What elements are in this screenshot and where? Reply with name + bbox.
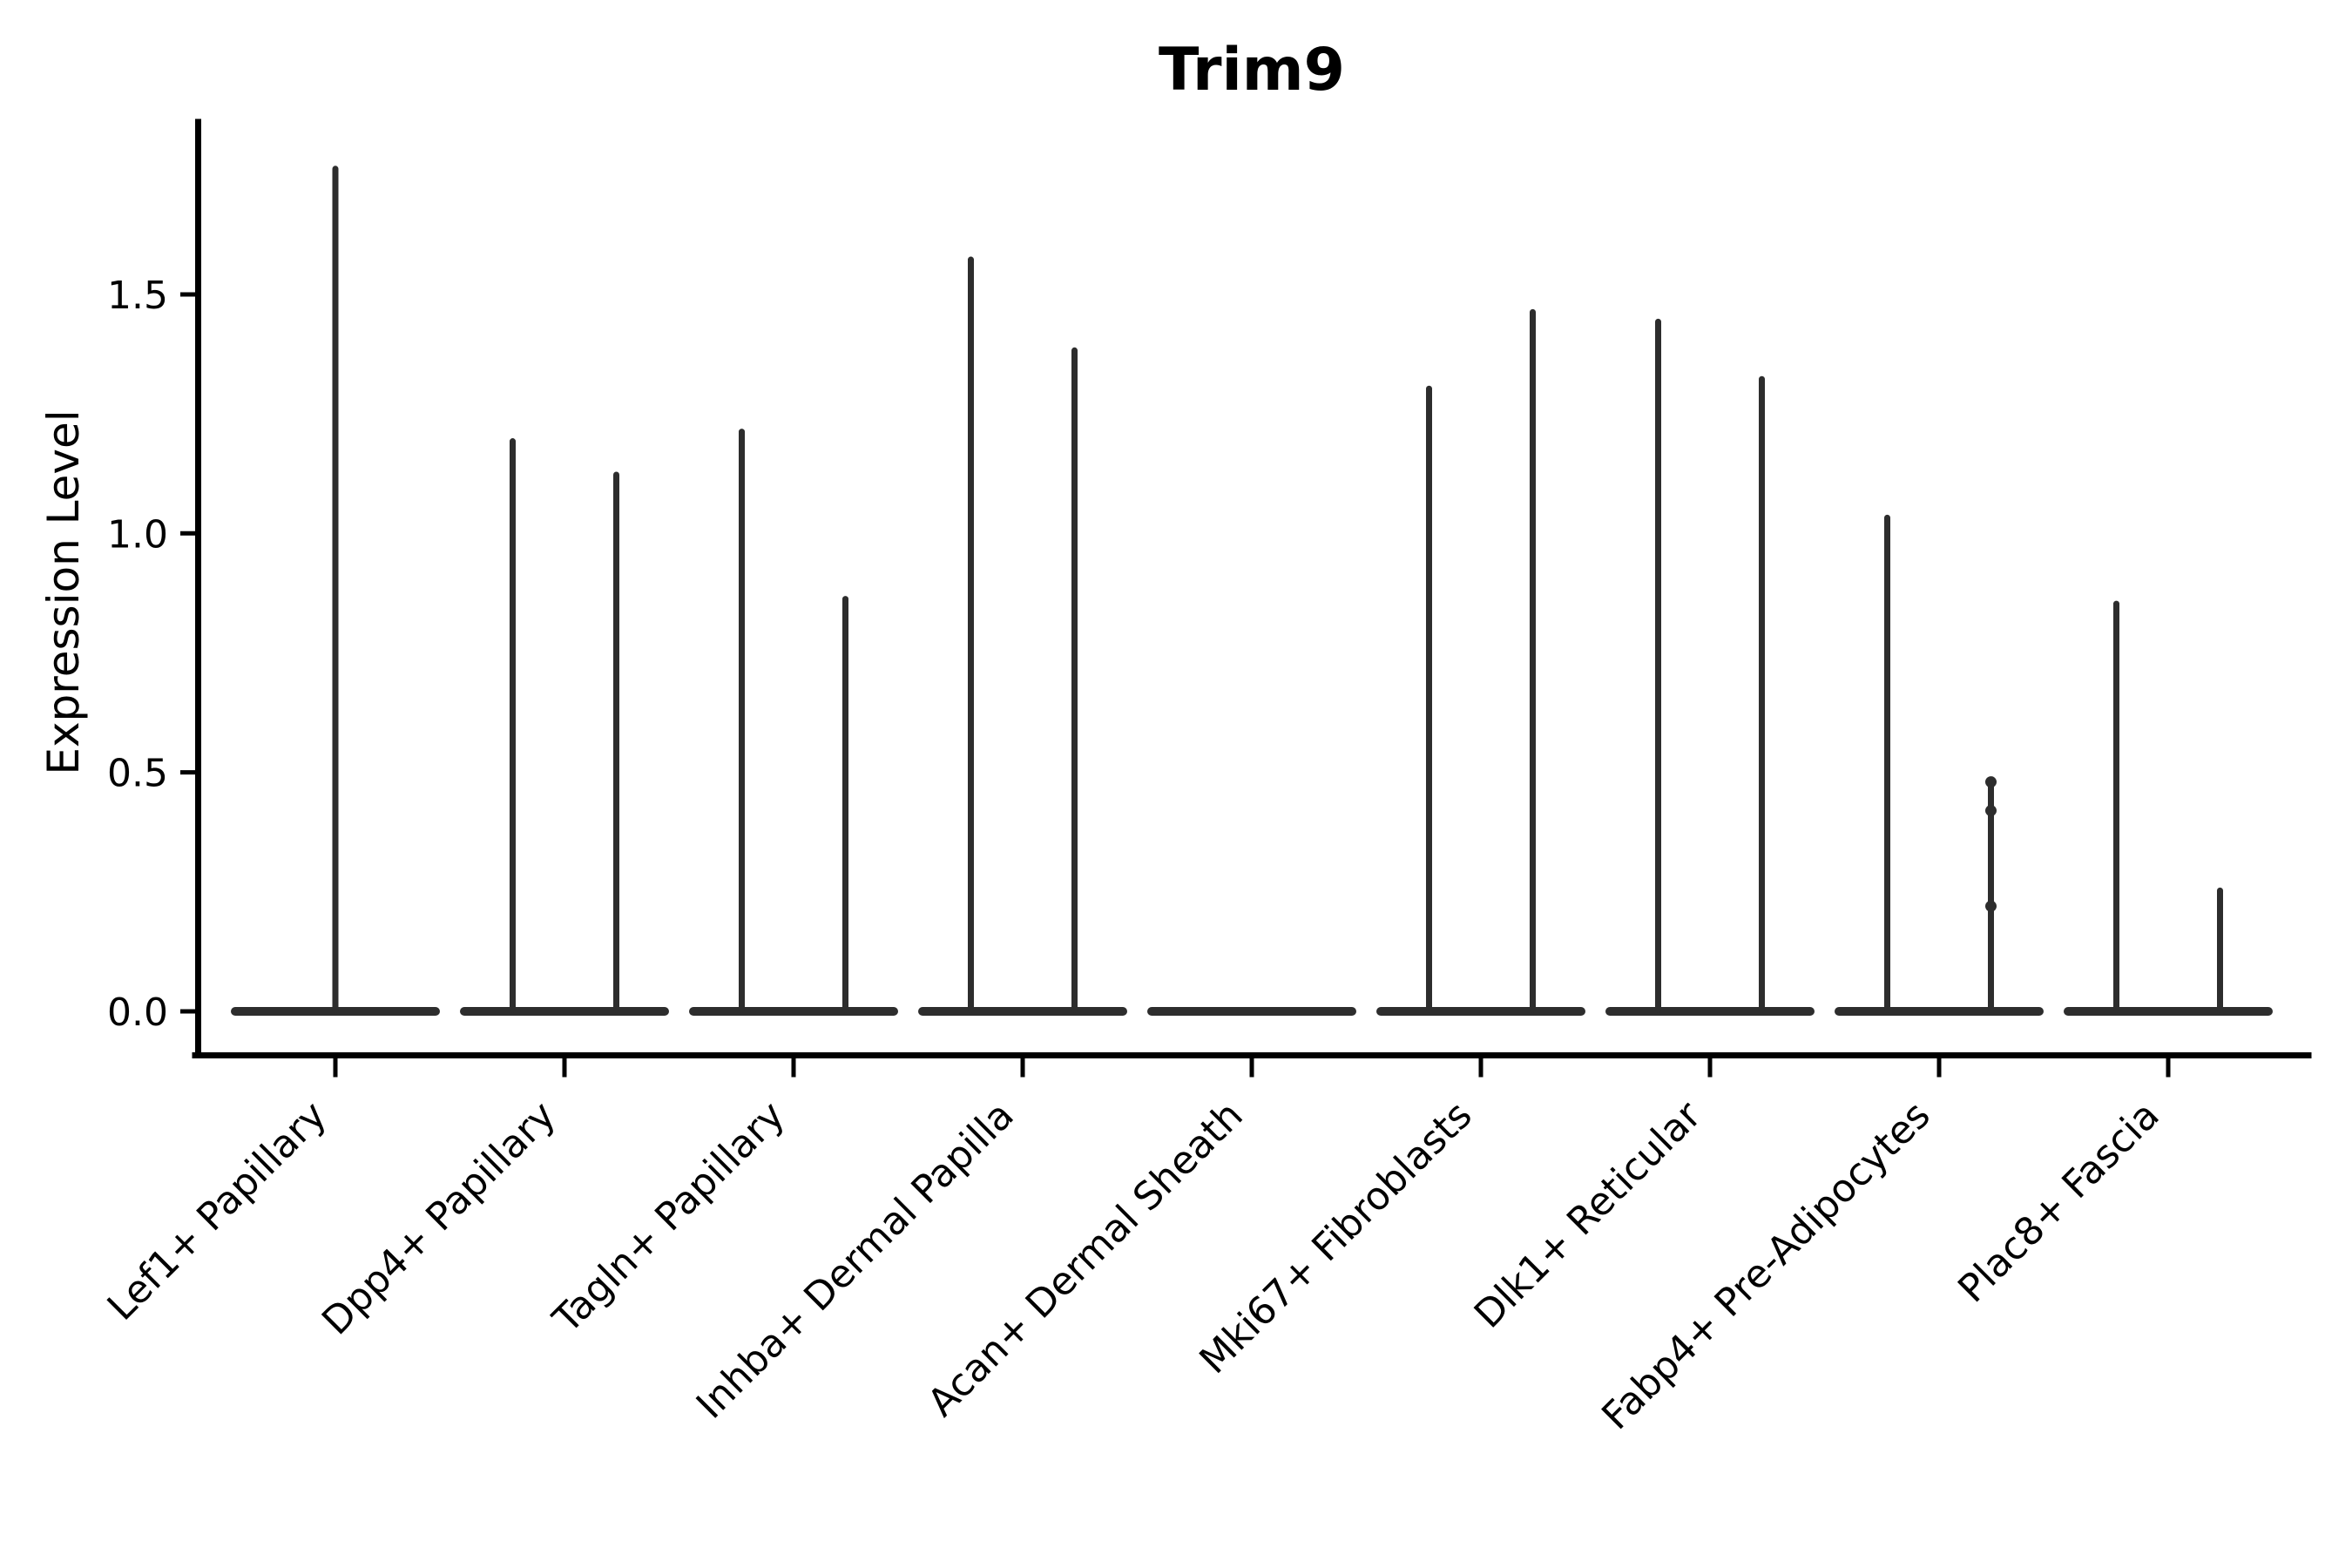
violin-group	[918, 256, 1127, 1016]
y-tick-label: 1.0	[107, 512, 168, 557]
y-axis-label: Expression Level	[38, 409, 89, 774]
violin-group	[2064, 600, 2273, 1016]
violin-group	[689, 429, 898, 1016]
violin-group	[1835, 514, 2044, 1016]
violin-group	[1376, 308, 1585, 1016]
violin-bump	[1985, 900, 1997, 912]
y-tick-label: 0.5	[107, 752, 168, 796]
violin-group	[460, 438, 669, 1016]
chart-title: Trim9	[1159, 36, 1345, 105]
x-tick-label: Lef1+ Papillary	[99, 1093, 335, 1329]
violin-bump	[1985, 776, 1997, 788]
y-tick-label: 1.5	[107, 274, 168, 318]
violins-layer	[231, 166, 2273, 1016]
violin-group	[231, 166, 440, 1016]
violin-group	[1605, 318, 1815, 1016]
x-tick-label: Dlk1+ Reticular	[1466, 1092, 1711, 1337]
y-tick-label: 0.0	[107, 990, 168, 1035]
x-tick-label: Dpp4+ Papillary	[314, 1093, 564, 1344]
x-tick-label: Tagln+ Papillary	[544, 1093, 794, 1342]
violin-bump	[1985, 805, 1997, 817]
x-tick-label: Plac8+ Fascia	[1950, 1093, 2168, 1312]
